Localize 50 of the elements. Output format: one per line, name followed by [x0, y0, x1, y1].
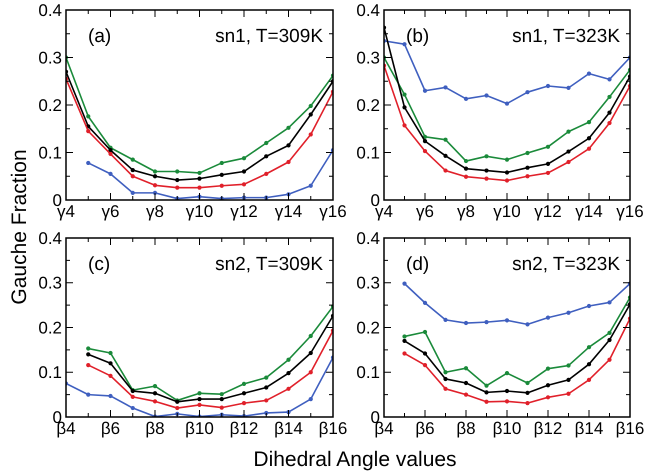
annotation: (d) — [406, 254, 430, 275]
x-tick-label: γ16 — [319, 202, 347, 221]
y-tick-label: 0.2 — [38, 318, 62, 338]
x-tick-label: β10 — [185, 419, 214, 438]
y-tick-label: 0.1 — [356, 143, 380, 162]
annotation: sn1, T=323K — [512, 26, 620, 47]
x-tick-label: γ14 — [575, 202, 603, 221]
y-tick-label: 0.2 — [356, 318, 380, 338]
annotation: sn2, T=309K — [215, 254, 324, 275]
y-tick-label: 0.1 — [356, 363, 380, 382]
y-tick-label: 0.1 — [38, 143, 62, 162]
annotation: sn2, T=323K — [512, 254, 620, 275]
x-tick-label: γ6 — [416, 202, 434, 221]
x-tick-label: β6 — [100, 419, 120, 438]
x-tick-label: β14 — [574, 419, 604, 438]
x-tick-label: β12 — [534, 419, 562, 438]
y-tick-label: 0.4 — [356, 0, 380, 20]
x-tick-label: β8 — [145, 419, 165, 438]
annotation: (c) — [88, 254, 110, 275]
x-tick-label: γ6 — [102, 202, 120, 221]
annotation: (b) — [406, 26, 430, 47]
annotation: (a) — [88, 26, 112, 47]
x-tick-label: γ12 — [534, 202, 562, 221]
x-tick-label: β6 — [415, 419, 435, 438]
annotation: sn1, T=309K — [215, 26, 324, 47]
x-tick-label: γ8 — [146, 202, 164, 221]
y-tick-label: 0.4 — [38, 228, 62, 248]
x-tick-label: β14 — [274, 419, 303, 438]
x-tick-label: γ14 — [274, 202, 302, 221]
y-tick-label: 0.3 — [38, 274, 62, 293]
y-tick-label: 0.4 — [356, 228, 380, 248]
x-tick-label: γ16 — [616, 202, 644, 221]
x-tick-label: β16 — [616, 419, 644, 438]
x-tick-label: β8 — [456, 419, 476, 438]
x-tick-label: β10 — [492, 419, 522, 438]
y-tick-label: 0.3 — [356, 274, 380, 293]
x-tick-label: β16 — [318, 419, 348, 438]
x-tick-label: γ10 — [493, 202, 521, 221]
y-tick-label: 0.3 — [356, 48, 380, 68]
y-tick-label: 0.3 — [38, 48, 62, 68]
y-tick-label: 0.2 — [356, 96, 380, 115]
x-tick-label: γ10 — [186, 202, 214, 221]
y-tick-label: 0.4 — [38, 0, 62, 20]
x-tick-label: γ12 — [230, 202, 258, 221]
y-tick-label: 0.2 — [38, 96, 62, 115]
y-axis-title: Gauche Fraction — [8, 149, 31, 305]
y-tick-label: 0.1 — [38, 363, 62, 382]
x-tick-label: γ8 — [457, 202, 475, 221]
x-tick-label: β12 — [230, 419, 258, 438]
x-axis-title: Dihedral Angle values — [253, 448, 457, 471]
